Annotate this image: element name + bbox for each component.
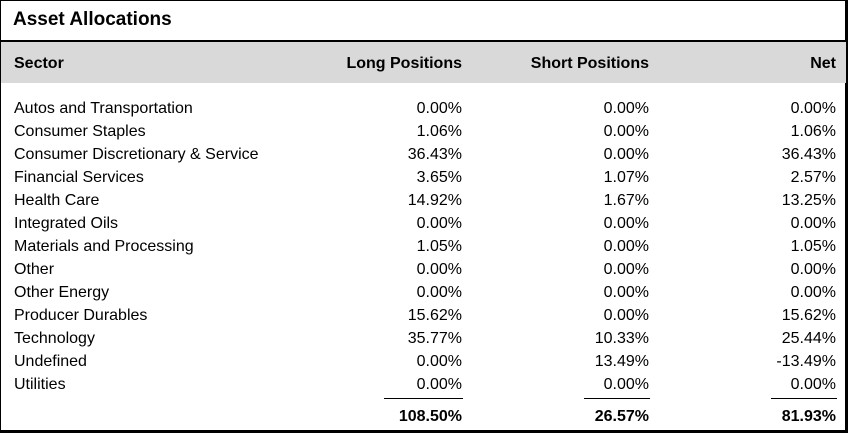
table-row: Undefined 0.00% 13.49% -13.49% <box>1 351 846 374</box>
long-cell: 15.62% <box>407 307 462 324</box>
short-total-divider <box>584 398 650 399</box>
net-cell: 36.43% <box>781 146 836 163</box>
net-cell: 1.06% <box>790 123 836 140</box>
long-cell: 0.00% <box>416 376 462 393</box>
sector-cell: Consumer Staples <box>14 123 146 140</box>
sector-cell: Utilities <box>14 376 66 393</box>
net-cell: 0.00% <box>790 100 836 117</box>
table-row: Other 0.00% 0.00% 0.00% <box>1 259 846 282</box>
net-total-divider <box>771 398 837 399</box>
short-cell: 13.49% <box>594 353 649 370</box>
long-cell: 0.00% <box>416 100 462 117</box>
net-cell: 0.00% <box>790 284 836 301</box>
short-cell: 10.33% <box>594 330 649 347</box>
short-cell: 0.00% <box>603 261 649 278</box>
short-cell: 1.07% <box>603 169 649 186</box>
long-total: 108.50% <box>398 408 462 425</box>
net-cell: 2.57% <box>790 169 836 186</box>
net-total: 81.93% <box>781 408 836 425</box>
net-cell: 25.44% <box>781 330 836 347</box>
header-short-positions: Short Positions <box>530 55 649 72</box>
short-cell: 0.00% <box>603 238 649 255</box>
table-row: Other Energy 0.00% 0.00% 0.00% <box>1 282 846 305</box>
header-net: Net <box>810 55 836 72</box>
table-row: Integrated Oils 0.00% 0.00% 0.00% <box>1 213 846 236</box>
table-row: Producer Durables 15.62% 0.00% 15.62% <box>1 305 846 328</box>
long-cell: 1.06% <box>416 123 462 140</box>
long-cell: 0.00% <box>416 284 462 301</box>
sector-cell: Autos and Transportation <box>14 100 193 117</box>
net-cell: 15.62% <box>781 307 836 324</box>
net-cell: 0.00% <box>790 215 836 232</box>
sector-cell: Health Care <box>14 192 100 209</box>
table-row: Autos and Transportation 0.00% 0.00% 0.0… <box>1 98 846 121</box>
long-cell: 36.43% <box>407 146 462 163</box>
net-cell: 0.00% <box>790 261 836 278</box>
totals-row: 108.50% 26.57% 81.93% <box>1 406 846 428</box>
table-header: Sector Long Positions Short Positions Ne… <box>1 40 846 83</box>
short-cell: 0.00% <box>603 376 649 393</box>
net-cell: 1.05% <box>790 238 836 255</box>
table-row: Financial Services 3.65% 1.07% 2.57% <box>1 167 846 190</box>
sector-cell: Financial Services <box>14 169 144 186</box>
long-cell: 0.00% <box>416 261 462 278</box>
long-cell: 0.00% <box>416 353 462 370</box>
short-cell: 0.00% <box>603 100 649 117</box>
table-row: Materials and Processing 1.05% 0.00% 1.0… <box>1 236 846 259</box>
short-cell: 0.00% <box>603 284 649 301</box>
long-cell: 3.65% <box>416 169 462 186</box>
header-long-positions: Long Positions <box>346 55 462 72</box>
long-total-divider <box>384 398 463 399</box>
short-total: 26.57% <box>594 408 649 425</box>
sector-cell: Other <box>14 261 55 278</box>
short-cell: 0.00% <box>603 123 649 140</box>
header-sector: Sector <box>14 55 64 72</box>
net-cell: 13.25% <box>781 192 836 209</box>
long-cell: 0.00% <box>416 215 462 232</box>
sector-cell: Producer Durables <box>14 307 148 324</box>
short-cell: 1.67% <box>603 192 649 209</box>
sector-cell: Materials and Processing <box>14 238 194 255</box>
panel-title: Asset Allocations <box>13 9 172 30</box>
table-row: Health Care 14.92% 1.67% 13.25% <box>1 190 846 213</box>
sector-cell: Technology <box>14 330 95 347</box>
table-row: Consumer Discretionary & Service 36.43% … <box>1 144 846 167</box>
short-cell: 0.00% <box>603 215 649 232</box>
short-cell: 0.00% <box>603 307 649 324</box>
short-cell: 0.00% <box>603 146 649 163</box>
table-row: Utilities 0.00% 0.00% 0.00% <box>1 374 846 397</box>
long-cell: 1.05% <box>416 238 462 255</box>
long-cell: 35.77% <box>407 330 462 347</box>
net-cell: 0.00% <box>790 376 836 393</box>
sector-cell: Consumer Discretionary & Service <box>14 146 259 163</box>
sector-cell: Integrated Oils <box>14 215 119 232</box>
sector-cell: Other Energy <box>14 284 110 301</box>
table-row: Technology 35.77% 10.33% 25.44% <box>1 328 846 351</box>
net-cell: -13.49% <box>776 353 836 370</box>
long-cell: 14.92% <box>407 192 462 209</box>
sector-cell: Undefined <box>14 353 87 370</box>
table-row: Consumer Staples 1.06% 0.00% 1.06% <box>1 121 846 144</box>
